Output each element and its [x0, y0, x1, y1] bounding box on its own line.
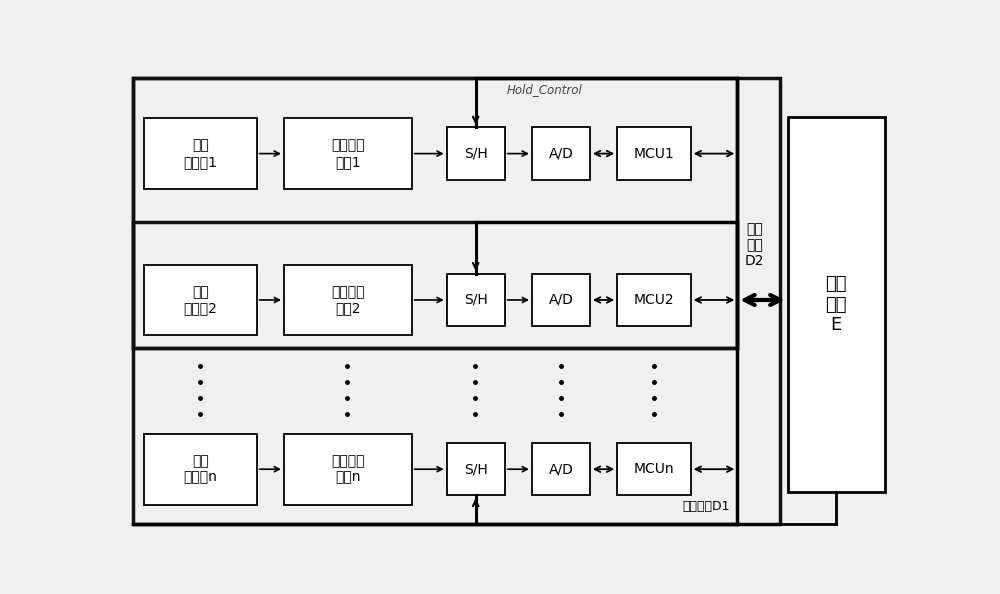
Bar — [284, 434, 412, 505]
Bar — [532, 443, 590, 495]
Text: 控制
终端
E: 控制 终端 E — [825, 275, 847, 334]
Text: 磁场
传感器1: 磁场 传感器1 — [184, 138, 218, 169]
Text: 数据
总线
D2: 数据 总线 D2 — [745, 222, 765, 268]
Bar — [284, 118, 412, 189]
Text: 信号调理
电路2: 信号调理 电路2 — [331, 285, 365, 315]
Bar — [144, 434, 257, 505]
Text: S/H: S/H — [464, 462, 488, 476]
Bar — [532, 274, 590, 326]
Bar — [617, 274, 691, 326]
Bar — [788, 117, 885, 492]
Bar — [133, 78, 780, 524]
Text: 控制总线D1: 控制总线D1 — [682, 500, 730, 513]
Text: A/D: A/D — [548, 293, 573, 307]
Text: 信号调理
电路n: 信号调理 电路n — [331, 454, 365, 484]
Text: A/D: A/D — [548, 147, 573, 160]
Text: S/H: S/H — [464, 147, 488, 160]
Bar — [133, 78, 737, 348]
Text: 磁场
传感器n: 磁场 传感器n — [184, 454, 218, 484]
Bar — [144, 264, 257, 336]
Text: 磁场
传感器2: 磁场 传感器2 — [184, 285, 218, 315]
Bar — [447, 443, 505, 495]
Text: A/D: A/D — [548, 462, 573, 476]
Bar — [144, 118, 257, 189]
Bar — [617, 443, 691, 495]
Text: S/H: S/H — [464, 293, 488, 307]
Text: MCU2: MCU2 — [634, 293, 674, 307]
Text: Hold_Control: Hold_Control — [507, 83, 582, 96]
Text: 信号调理
电路1: 信号调理 电路1 — [331, 138, 365, 169]
Bar — [532, 127, 590, 180]
Bar — [447, 127, 505, 180]
Bar — [447, 274, 505, 326]
Text: MCU1: MCU1 — [634, 147, 674, 160]
Bar — [284, 264, 412, 336]
Bar — [617, 127, 691, 180]
Bar — [133, 222, 737, 348]
Text: MCUn: MCUn — [634, 462, 674, 476]
